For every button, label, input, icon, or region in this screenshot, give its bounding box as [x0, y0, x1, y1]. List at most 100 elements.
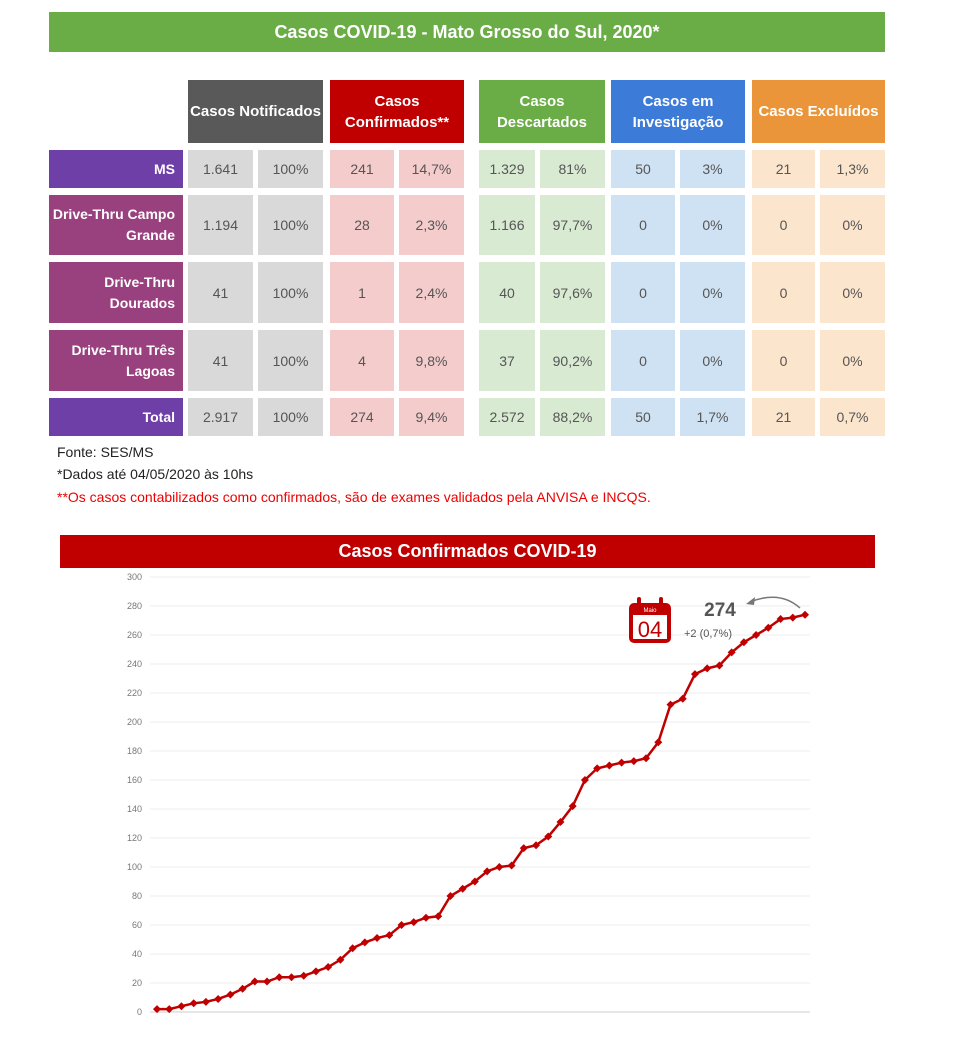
table-cell: 0: [611, 262, 675, 323]
table-cell: 0%: [680, 262, 745, 323]
data-point: [764, 623, 773, 632]
source-note: Fonte: SES/MS: [57, 444, 154, 460]
data-point: [690, 670, 699, 679]
page-title: Casos COVID-19 - Mato Grosso do Sul, 202…: [49, 12, 885, 52]
table-cell: 41: [188, 330, 253, 391]
y-tick-label: 300: [127, 572, 142, 582]
data-point: [519, 844, 528, 853]
data-point: [532, 841, 541, 850]
chart-title: Casos Confirmados COVID-19: [60, 535, 875, 568]
data-point: [446, 892, 455, 900]
data-point: [373, 934, 382, 943]
arrow-icon: [749, 596, 801, 609]
data-point: [409, 918, 418, 927]
table-cell: 28: [330, 195, 394, 255]
table-cell: 100%: [258, 398, 323, 436]
footnote: **Os casos contabilizados como confirmad…: [57, 489, 651, 505]
table-cell: 3%: [680, 150, 745, 188]
column-header: Casos Confirmados**: [330, 80, 464, 143]
table-cell: 4: [330, 330, 394, 391]
data-point: [434, 912, 443, 921]
column-header: Casos Excluídos: [752, 80, 885, 143]
table-cell: 90,2%: [540, 330, 605, 391]
data-point: [458, 884, 467, 893]
latest-value: 274: [704, 600, 736, 621]
data-point: [189, 999, 198, 1008]
table-cell: 1,7%: [680, 398, 745, 436]
table-cell: 0: [752, 195, 815, 255]
y-tick-label: 220: [127, 688, 142, 698]
table-cell: 0: [752, 262, 815, 323]
data-point: [153, 1005, 161, 1014]
table-cell: 100%: [258, 262, 323, 323]
data-point: [385, 931, 394, 940]
data-point: [201, 997, 210, 1006]
data-point: [617, 758, 626, 767]
data-point: [483, 867, 492, 876]
row-label: Drive-Thru Três Lagoas: [49, 330, 183, 391]
table-cell: 14,7%: [399, 150, 464, 188]
y-tick-label: 180: [127, 746, 142, 756]
y-tick-label: 20: [132, 978, 142, 988]
table-cell: 1.166: [479, 195, 535, 255]
data-point: [495, 863, 504, 871]
data-point: [715, 661, 724, 670]
y-tick-label: 0: [137, 1007, 142, 1017]
y-tick-label: 280: [127, 601, 142, 611]
table-cell: 0,7%: [820, 398, 885, 436]
table-cell: 0: [611, 195, 675, 255]
data-point: [165, 1005, 174, 1014]
table-cell: 41: [188, 262, 253, 323]
data-point: [470, 877, 479, 886]
y-tick-label: 260: [127, 630, 142, 640]
table-cell: 40: [479, 262, 535, 323]
data-point: [776, 615, 785, 624]
calendar-month: Maio: [643, 608, 657, 614]
table-cell: 1.329: [479, 150, 535, 188]
table-cell: 97,7%: [540, 195, 605, 255]
row-label: Drive-Thru Dourados: [49, 262, 183, 323]
table-cell: 0%: [820, 262, 885, 323]
table-cell: 2.572: [479, 398, 535, 436]
table-cell: 21: [752, 398, 815, 436]
table-cell: 9,4%: [399, 398, 464, 436]
table-cell: 274: [330, 398, 394, 436]
data-point: [642, 754, 651, 763]
table-cell: 2.917: [188, 398, 253, 436]
table-cell: 1.641: [188, 150, 253, 188]
data-point: [360, 938, 369, 947]
table-cell: 37: [479, 330, 535, 391]
data-point: [788, 613, 797, 622]
data-point: [580, 776, 589, 784]
column-header: Casos Notificados: [188, 80, 323, 143]
arrow-head-icon: [746, 597, 755, 605]
column-header: Casos em Investigação: [611, 80, 745, 143]
table-cell: 241: [330, 150, 394, 188]
table-cell: 100%: [258, 195, 323, 255]
data-point: [177, 1002, 186, 1011]
table-cell: 1,3%: [820, 150, 885, 188]
data-point: [348, 944, 357, 953]
data-point: [263, 977, 272, 986]
latest-change: +2 (0,7%): [684, 628, 732, 640]
data-point: [593, 764, 602, 773]
data-point: [568, 802, 577, 811]
y-tick-label: 100: [127, 862, 142, 872]
data-point: [214, 994, 223, 1003]
row-label: MS: [49, 150, 183, 188]
calendar-day: 04: [638, 617, 662, 642]
confirmed-cases-chart: 0 20 40 60 80 100 120 140 160 180 200 220 240 260 280 3…: [127, 572, 810, 1017]
table-cell: 0: [752, 330, 815, 391]
calendar-icon: Maio 04: [629, 597, 671, 643]
row-label: Total: [49, 398, 183, 436]
row-label: Drive-Thru Campo Grande: [49, 195, 183, 255]
table-cell: 1.194: [188, 195, 253, 255]
y-tick-label: 240: [127, 659, 142, 669]
column-header: Casos Descartados: [479, 80, 605, 143]
data-point: [507, 861, 516, 870]
table-cell: 0%: [820, 195, 885, 255]
table-cell: 100%: [258, 330, 323, 391]
data-point: [397, 921, 406, 929]
table-cell: 81%: [540, 150, 605, 188]
table-cell: 2,3%: [399, 195, 464, 255]
